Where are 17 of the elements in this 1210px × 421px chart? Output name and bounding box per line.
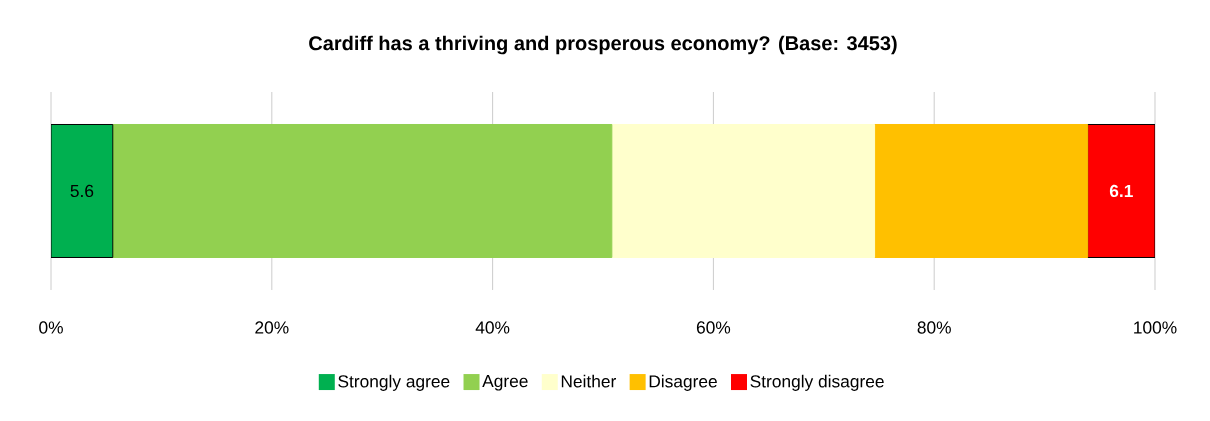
data-label: 5.6	[70, 184, 94, 198]
data-label: 6.1	[1109, 184, 1133, 198]
legend-label: Neither	[561, 374, 616, 388]
bar	[112, 123, 613, 258]
legend-label: Strongly disagree	[750, 374, 884, 391]
x-tick-label: 40%	[475, 321, 510, 334]
legend-label: Agree	[482, 375, 528, 391]
legend-label: Strongly agree	[338, 374, 450, 391]
x-tick-label: 60%	[696, 321, 731, 334]
x-tick-label: 80%	[917, 321, 951, 334]
x-tick-label: 0%	[39, 321, 63, 334]
x-tick-label: 100%	[1134, 321, 1177, 334]
legend-label: Disagree	[649, 374, 717, 391]
bar	[611, 123, 876, 258]
chart-title: Cardiff has a thriving and prosperous economy? (Base: 3453)	[309, 35, 897, 55]
bar	[874, 123, 1089, 258]
x-tick-label: 20%	[255, 321, 289, 334]
